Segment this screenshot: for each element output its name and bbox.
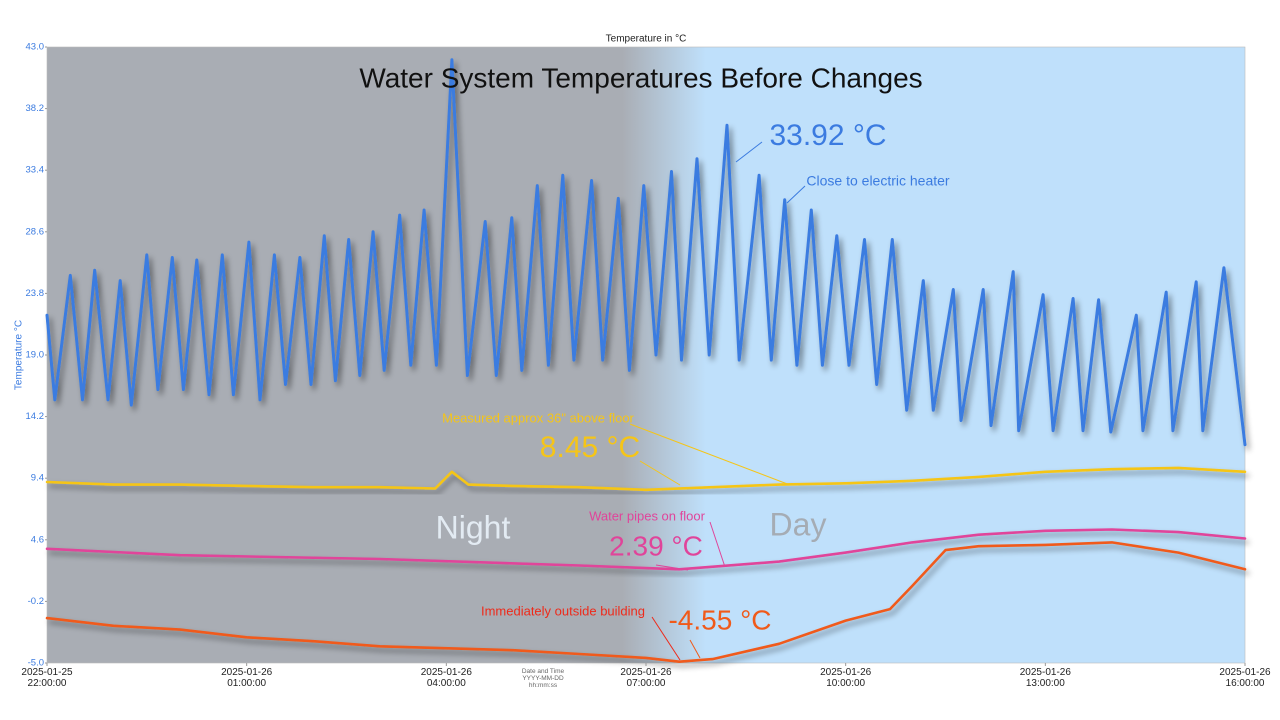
leader-line: [689, 639, 701, 659]
leader-line: [655, 564, 689, 571]
annotation: 33.92 °C: [769, 119, 886, 152]
y-tick-label: 19.0: [26, 350, 45, 361]
y-tick-label: 4.6: [31, 534, 44, 545]
annotation: 8.45 °C: [540, 431, 640, 464]
x-tick-label: 2025-01-26 01:00:00: [221, 667, 273, 689]
annotation: Measured approx 36" above floor: [442, 410, 634, 425]
annotation: Water pipes on floor: [589, 508, 706, 523]
series-line: [45, 528, 1247, 571]
x-tick-label: 2025-01-26 16:00:00: [1219, 667, 1271, 689]
leader-line: [735, 141, 763, 163]
annotation: Immediately outside building: [481, 603, 645, 618]
y-tick-label: 23.8: [26, 288, 45, 299]
chart-title: Water System Temperatures Before Changes: [359, 62, 922, 93]
leader-line: [651, 616, 681, 661]
x-tick-label: 2025-01-26 13:00:00: [1019, 667, 1071, 689]
y-tick-label: 38.2: [26, 103, 45, 114]
leader-line: [629, 423, 791, 486]
annotation: Night: [436, 509, 511, 545]
annotation: -4.55 °C: [668, 604, 771, 635]
y-tick-label: 9.4: [31, 473, 44, 484]
x-tick-label: 2025-01-25 22:00:00: [21, 667, 73, 689]
x-tick-label: 2025-01-26 10:00:00: [820, 667, 872, 689]
y-tick-label: -0.2: [28, 596, 44, 607]
y-tick-label: -5.0: [28, 658, 44, 669]
y-tick-label: 14.2: [26, 411, 45, 422]
annotation: Close to electric heater: [806, 173, 950, 189]
series-line: [45, 541, 1247, 663]
x-tick-label: 2025-01-26 04:00:00: [420, 667, 472, 689]
y-tick-label: 43.0: [26, 42, 45, 53]
leader-line: [709, 521, 726, 568]
series-line: [45, 58, 1247, 447]
series-line: [45, 466, 1247, 492]
annotation: 2.39 °C: [609, 530, 703, 561]
axis-title-top: Temperature in °C: [606, 34, 687, 45]
plot-background: [47, 47, 1245, 663]
y-tick-label: 33.4: [26, 165, 45, 176]
leader-line: [639, 460, 681, 486]
leader-line: [786, 185, 806, 204]
leader-lines: [629, 141, 806, 661]
annotation: Day: [770, 506, 827, 542]
x-axis-label: Date and Time YYYY-MM-DD hh:mm:ss: [521, 668, 565, 689]
y-axis-label: Temperature °C: [14, 320, 25, 390]
y-tick-label: 28.6: [26, 226, 45, 237]
x-tick-label: 2025-01-26 07:00:00: [620, 667, 672, 689]
